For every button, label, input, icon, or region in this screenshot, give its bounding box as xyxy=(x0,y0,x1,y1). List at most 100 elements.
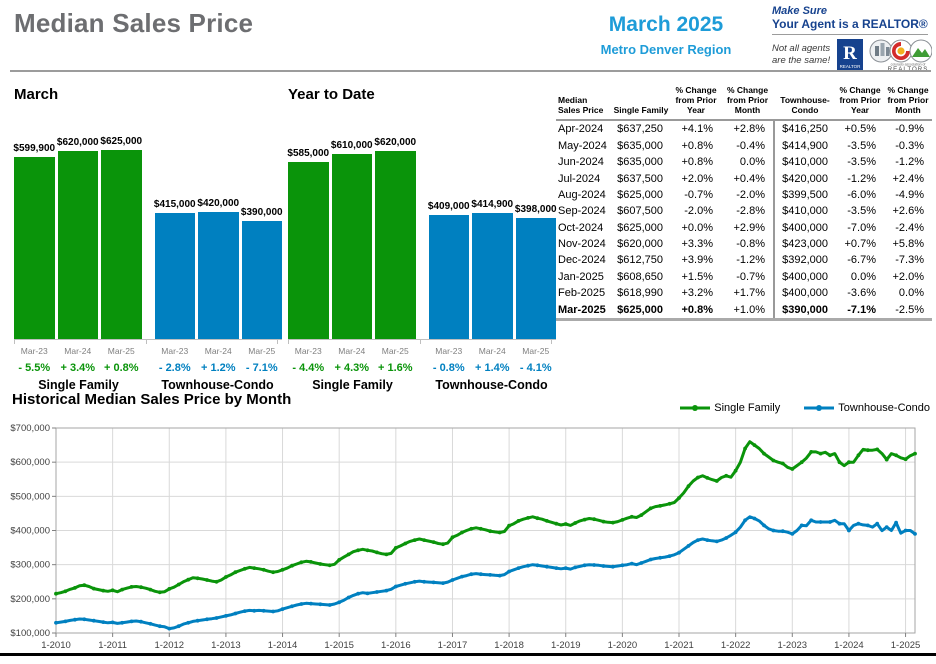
data-point-marker xyxy=(73,586,77,590)
table-cell: -0.9% xyxy=(895,123,924,136)
table-row: Apr-2024 $637,250 +4.1% +2.8% $416,250 +0.5% -… xyxy=(556,120,932,138)
legend-item: Townhouse-Condo xyxy=(802,402,930,414)
data-point-marker xyxy=(780,461,785,466)
realtor-logo-icon: R REALTOR xyxy=(837,39,863,71)
data-point-marker xyxy=(592,517,596,522)
data-point-marker xyxy=(875,521,880,526)
table-cell: $612,750 xyxy=(617,254,663,267)
table-cell: -0.4% xyxy=(736,139,765,152)
table-cell: 0.0% xyxy=(739,156,765,169)
data-point-marker xyxy=(629,561,634,566)
table-cell: -7.3% xyxy=(895,254,924,267)
data-point-marker xyxy=(309,560,313,564)
bar: $390,000 xyxy=(241,207,283,339)
bar: $610,000 xyxy=(331,140,373,339)
data-point-marker xyxy=(157,624,162,629)
data-point-marker xyxy=(252,608,257,613)
table-cell: Mar-2025 xyxy=(556,301,611,321)
bar-group-label: Townhouse-Condo xyxy=(435,378,548,392)
bar-pct-change-label: + 0.8% xyxy=(103,362,139,374)
svg-text:REALTORS: REALTORS xyxy=(887,66,928,72)
data-point-marker xyxy=(186,620,191,625)
table-row: May-2024 $635,000 +0.8% -0.4% $414,900 -3.5% -… xyxy=(556,137,932,155)
table-cell: +0.7% xyxy=(844,238,877,251)
data-point-marker xyxy=(648,557,653,562)
x-axis-label: 1-2011 xyxy=(98,640,127,651)
data-point-marker xyxy=(714,479,719,483)
table-cell: -4.9% xyxy=(895,188,924,201)
data-point-marker xyxy=(290,563,294,568)
townhouse-condo-bar-mar-23 xyxy=(154,213,195,339)
table-cell: $400,000 xyxy=(773,268,836,286)
bar-x-label: Mar-24 xyxy=(64,346,92,356)
data-point-marker xyxy=(120,587,124,592)
data-point-marker xyxy=(101,588,106,593)
data-point-marker xyxy=(639,561,644,565)
data-point-marker xyxy=(261,608,266,613)
x-axis-label: 1-2013 xyxy=(211,640,241,651)
table-cell: $607,500 xyxy=(617,205,663,218)
svg-text:R: R xyxy=(844,43,858,64)
table-cell: +2.6% xyxy=(892,205,925,218)
x-axis-label: 1-2015 xyxy=(324,640,354,651)
data-point-marker xyxy=(280,607,285,611)
data-point-marker xyxy=(563,522,568,526)
table-column-header: Single Family xyxy=(611,86,671,122)
data-point-marker xyxy=(242,566,247,571)
data-point-marker xyxy=(837,460,842,465)
bar-value-label: $390,000 xyxy=(240,207,283,218)
table-cell: +0.8% xyxy=(681,139,714,152)
table-cell: -3.6% xyxy=(847,287,876,300)
bar: $620,000 xyxy=(57,137,99,339)
bar-pct-change-label: - 2.8% xyxy=(158,362,191,374)
table-cell: +3.9% xyxy=(681,254,714,267)
table-cell: +3.3% xyxy=(681,238,714,251)
data-point-marker xyxy=(818,520,823,524)
table-cell: $416,250 xyxy=(773,120,836,138)
data-point-marker xyxy=(139,585,143,590)
bar-value-label: $420,000 xyxy=(197,198,240,209)
table-column-header: Median Sales Price xyxy=(556,86,611,122)
data-point-marker xyxy=(884,457,889,462)
data-point-marker xyxy=(554,521,559,526)
data-point-marker xyxy=(148,587,153,592)
data-point-marker xyxy=(516,566,521,570)
y-axis-label: $700,000 xyxy=(10,423,50,434)
table-cell: -0.3% xyxy=(895,139,924,152)
data-point-marker xyxy=(365,548,370,553)
table-row: Dec-2024 $612,750 +3.9% -1.2% $392,000 -6.7% -… xyxy=(556,252,932,269)
axis-tick xyxy=(146,340,147,344)
townhouse-condo-line xyxy=(54,515,917,631)
data-point-marker xyxy=(412,538,417,542)
y-axis-label: $600,000 xyxy=(10,457,50,468)
svg-text:REALTOR: REALTOR xyxy=(840,64,862,69)
data-point-marker xyxy=(828,453,832,458)
table-cell: -2.4% xyxy=(895,221,924,234)
table-cell: $423,000 xyxy=(773,235,836,253)
table-cell: $390,000 xyxy=(773,301,836,321)
data-point-marker xyxy=(101,620,106,624)
table-cell: $620,000 xyxy=(617,238,663,251)
data-point-marker xyxy=(318,602,323,607)
data-point-marker xyxy=(601,564,606,568)
table-cell: +0.0% xyxy=(681,221,714,234)
bar: $620,000 xyxy=(374,137,416,339)
data-point-marker xyxy=(724,536,729,540)
data-point-marker xyxy=(762,451,766,456)
table-column-header: % Change from Prior Month xyxy=(721,85,774,122)
table-cell: -0.7% xyxy=(684,188,713,201)
colorado-association-realtors-logo-icon: colorado association of REALTORS xyxy=(869,39,932,72)
bar-x-label: Mar-24 xyxy=(204,346,232,356)
legend-swatch-icon xyxy=(804,405,835,411)
table-cell: $625,000 xyxy=(617,188,663,201)
y-axis-label: $300,000 xyxy=(10,560,50,571)
bar-x-label: Mar-25 xyxy=(522,346,550,356)
data-point-marker xyxy=(224,614,228,618)
table-cell: +1.7% xyxy=(733,287,766,300)
table-cell: +4.1% xyxy=(681,123,714,136)
bar-pct-change-label: - 5.5% xyxy=(18,362,51,374)
table-cell: -7.1% xyxy=(836,301,884,321)
x-axis-label: 1-2014 xyxy=(268,640,298,651)
table-row: Aug-2024 $625,000 -0.7% -2.0% $399,500 -6.0% -… xyxy=(556,186,932,204)
data-point-marker xyxy=(441,542,445,547)
